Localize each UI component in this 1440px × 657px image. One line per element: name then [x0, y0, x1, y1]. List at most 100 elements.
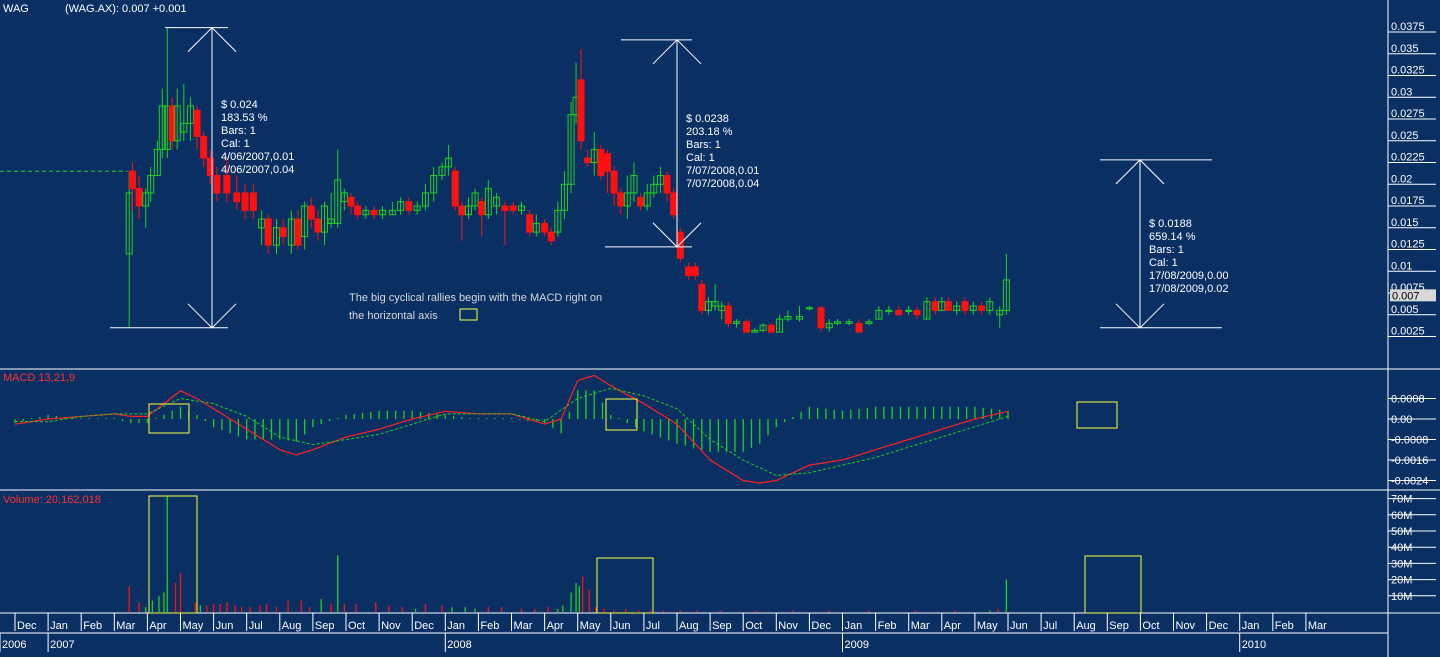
candle-body-up	[795, 315, 803, 320]
candle-body-down	[370, 209, 378, 216]
candle-body-down	[458, 205, 466, 216]
candle-body-up	[923, 301, 931, 320]
volume-highlight-2008	[596, 557, 654, 614]
candle-body-down	[451, 170, 459, 207]
price-axis-label: 0.0175	[1391, 195, 1425, 207]
candle-body-down	[526, 214, 534, 233]
candle-body-down	[617, 192, 625, 207]
volume-axis-label: 60M	[1391, 510, 1412, 522]
month-label: Mar	[911, 620, 930, 632]
candle-body-down	[855, 322, 863, 333]
candle-body-up	[142, 192, 150, 207]
candle-body-up	[378, 209, 386, 216]
measure-to: 17/08/2009,0.02	[1149, 283, 1229, 295]
candle-body-down	[584, 157, 592, 163]
candle-body-down	[501, 205, 509, 211]
month-label: Sep	[712, 620, 732, 632]
measure-from: 7/07/2008,0.01	[686, 165, 759, 177]
candle-body-up	[484, 188, 492, 216]
macd-axis-label: -0.0024	[1391, 476, 1428, 488]
candle-body-up	[718, 305, 726, 311]
candle-body-up	[438, 166, 446, 177]
month-label: Apr	[547, 620, 564, 632]
macd-highlight-2008	[605, 398, 638, 431]
month-label: Oct	[1142, 620, 1159, 632]
candle-body-up	[590, 148, 598, 163]
macd-line	[14, 374, 1009, 484]
candle-body-down	[610, 170, 618, 194]
candle-body-up	[630, 175, 638, 194]
year-label: 2007	[50, 639, 74, 651]
candle-body-down	[670, 192, 678, 216]
candle-body-down	[206, 157, 214, 177]
measure-cal: Cal: 1	[1149, 257, 1178, 269]
candle-body-up	[301, 205, 309, 237]
current-price-box	[1390, 289, 1436, 302]
measure-arrow-head-top	[1115, 159, 1165, 185]
price-axis-label: 0.015	[1391, 217, 1419, 229]
month-label: Nov	[381, 620, 401, 632]
price-axis-label: 0.01	[1391, 260, 1412, 272]
measure-bars: Bars: 1	[221, 125, 256, 137]
candle-body-down	[354, 205, 362, 216]
macd-highlight-2009	[1076, 401, 1118, 429]
measure-arrow-head-top	[187, 26, 237, 53]
candle-body-up	[875, 309, 883, 320]
month-label: May	[977, 620, 998, 632]
month-label: Apr	[149, 620, 166, 632]
price-axis-label: 0.0275	[1391, 108, 1425, 120]
year-label: 2010	[1242, 639, 1266, 651]
price-axis-label: 0.0125	[1391, 239, 1425, 251]
month-label: Jun	[613, 620, 631, 632]
candle-body-up	[953, 305, 961, 311]
candle-body-down	[193, 109, 201, 137]
macd-highlight-2007	[148, 403, 190, 434]
macd-axis-label: -0.0008	[1391, 435, 1428, 447]
measure-from: 17/08/2009,0.00	[1149, 270, 1229, 282]
price-axis-label: 0.0325	[1391, 65, 1425, 77]
measure-arrow-head-top	[652, 39, 702, 65]
candle-body-down	[129, 170, 137, 190]
candle-body-up	[845, 321, 853, 324]
month-label: Feb	[1275, 620, 1294, 632]
measure-bars: Bars: 1	[1149, 244, 1184, 256]
candle-body-up	[704, 301, 712, 311]
month-label: Jan	[50, 620, 68, 632]
measure-arrow-head-bottom	[187, 303, 237, 329]
candle-body-up	[334, 179, 342, 224]
year-label: 2009	[845, 639, 869, 651]
candle-body-up	[445, 157, 453, 168]
candle-body-down	[347, 196, 355, 207]
volume-highlight-2007	[148, 495, 198, 614]
month-label: Feb	[480, 620, 499, 632]
month-label: Dec	[17, 620, 37, 632]
macd-axis-label: 0.00	[1391, 414, 1412, 426]
month-label: Jan	[447, 620, 465, 632]
month-label: Aug	[1076, 620, 1096, 632]
candle-body-up	[1002, 279, 1010, 311]
measure-change: $ 0.0188	[1149, 218, 1192, 230]
candle-body-up	[996, 309, 1004, 316]
annotation-line-1: The big cyclical rallies begin with the …	[349, 292, 602, 304]
candle-body-down	[314, 218, 322, 233]
measure-cal: Cal: 1	[686, 152, 715, 164]
measure-arrow-head-bottom	[652, 222, 702, 248]
month-label: Oct	[745, 620, 762, 632]
candle-body-up	[397, 201, 405, 211]
month-label: Jul	[1043, 620, 1057, 632]
candle-body-up	[362, 209, 370, 216]
candle-body-up	[805, 307, 813, 310]
macd-histogram	[14, 390, 1009, 452]
candle-body-up	[776, 318, 784, 333]
candle-body-down	[200, 135, 208, 159]
candle-body-down	[213, 175, 221, 194]
candle-body-up	[421, 192, 429, 207]
measure-pct: 203.18 %	[686, 126, 733, 138]
annotation-legend-box	[459, 308, 478, 321]
measure-cal: Cal: 1	[221, 138, 250, 150]
month-label: May	[183, 620, 204, 632]
month-label: Sep	[1109, 620, 1129, 632]
price-axis-label: 0.0225	[1391, 152, 1425, 164]
price-axis-label: 0.0375	[1391, 21, 1425, 33]
measure-change: $ 0.024	[221, 99, 258, 111]
